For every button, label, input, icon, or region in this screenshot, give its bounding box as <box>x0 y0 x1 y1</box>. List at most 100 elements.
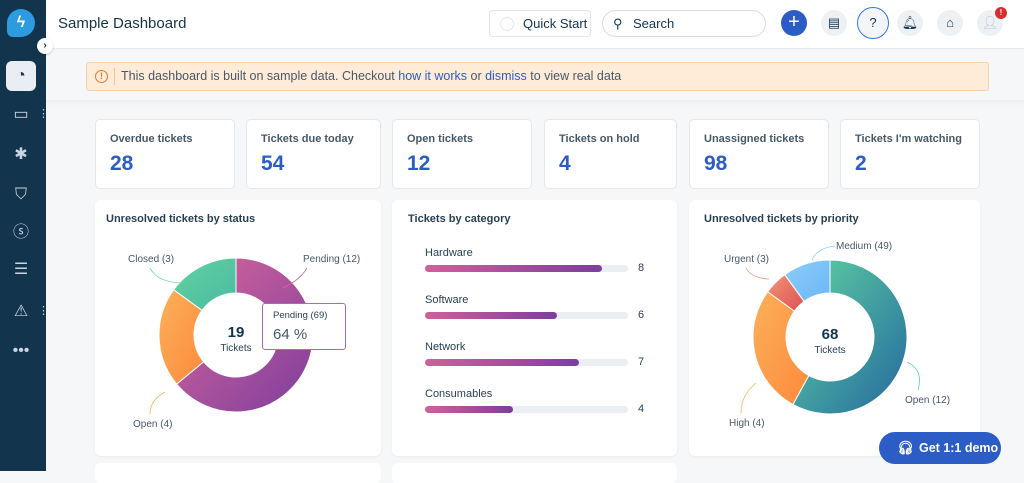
demo-label: Get 1:1 demo <box>919 441 999 455</box>
notifications-bell-icon[interactable]: 🔔︎ <box>897 10 923 36</box>
search-placeholder: Search <box>633 16 675 31</box>
chart-tooltip: Pending (69) 64 % <box>262 303 346 350</box>
stat-card-open[interactable]: Open tickets 12 <box>392 119 532 189</box>
warning-more-icon[interactable]: ⋮ <box>38 305 49 317</box>
chart-title: Unresolved tickets by priority <box>704 213 859 225</box>
stat-label: Overdue tickets <box>110 133 193 145</box>
freshdesk-logo-icon[interactable]: ϟ <box>7 9 35 37</box>
stat-value: 2 <box>855 152 867 175</box>
bug-icon[interactable]: ✱ <box>14 146 28 163</box>
dashboard-gauge-icon[interactable]: ◔ <box>6 61 36 91</box>
bar-track[interactable] <box>425 359 628 366</box>
category-chart-card: Tickets by category Hardware 8 Software 6… <box>392 200 677 456</box>
bar-value: 8 <box>638 262 645 274</box>
priority-chart-card: Unresolved tickets by priority Open (12)… <box>689 200 980 456</box>
sidebar: ϟ ◔ ▭ ⋮ ✱ ⛉ ⓢ ☰ ⚠ ⋮ ••• <box>0 0 49 471</box>
add-new-button[interactable]: + <box>781 10 807 36</box>
chart-title: Unresolved tickets by status <box>106 213 256 225</box>
stat-card-overdue[interactable]: Overdue tickets 28 <box>95 119 235 189</box>
segment-label: Open (12) <box>905 395 950 406</box>
stat-label: Tickets on hold <box>559 133 640 145</box>
donut-segment[interactable] <box>752 291 810 406</box>
tickets-icon[interactable]: ▭ <box>13 106 29 123</box>
tooltip-title: Pending (69) <box>273 310 328 321</box>
label-leader-line <box>149 267 182 284</box>
search-icon: ⚲ <box>613 16 623 31</box>
segment-label: Pending (12) <box>303 254 360 265</box>
chart-title: Tickets by category <box>408 213 511 225</box>
label-leader-line <box>745 267 770 280</box>
bar-fill <box>425 312 558 319</box>
bar-value: 4 <box>638 403 645 415</box>
center-label: Tickets <box>220 343 251 354</box>
stat-card-on-hold[interactable]: Tickets on hold 4 <box>544 119 677 189</box>
priority-donut-chart: Open (12) High (4) Urgent (3) Medium (49) 68… <box>724 241 950 429</box>
bar-track[interactable] <box>425 312 628 319</box>
stat-label: Tickets due today <box>261 133 354 145</box>
label-leader-line <box>740 382 757 414</box>
automation-bolt-icon[interactable]: ⓢ <box>12 224 29 241</box>
label-leader-line <box>149 391 166 415</box>
stat-label: Open tickets <box>407 133 474 145</box>
alert-badge: ! <box>995 7 1007 19</box>
label-leader-line <box>906 361 920 391</box>
stat-value: 98 <box>704 152 728 175</box>
status-donut-chart: Pending (12) Open (4) Closed (3) 19 Tickets <box>128 254 360 430</box>
stat-value: 12 <box>407 152 431 175</box>
donut-segment[interactable] <box>173 257 237 312</box>
quick-start-button[interactable]: Quick Start <box>489 10 591 37</box>
stat-card-due-today[interactable]: Tickets due today 54 <box>246 119 381 189</box>
stat-card-unassigned[interactable]: Unassigned tickets 98 <box>689 119 829 189</box>
center-value: 19 <box>228 324 245 341</box>
donut-segment[interactable] <box>784 259 831 303</box>
more-icon[interactable]: ••• <box>12 342 30 359</box>
help-icon[interactable]: ? <box>857 7 889 39</box>
marketplace-store-icon[interactable]: ⌂ <box>937 10 963 36</box>
label-leader-line <box>282 267 308 289</box>
donut-segment[interactable] <box>792 259 908 415</box>
dismiss-link[interactable]: dismiss <box>485 69 527 83</box>
stat-value: 4 <box>559 152 571 175</box>
bar-fill <box>425 359 580 366</box>
bar-track[interactable] <box>425 265 628 272</box>
profile-avatar[interactable]: 👤︎! <box>977 7 1007 36</box>
segment-label: High (4) <box>729 418 765 429</box>
shield-icon[interactable]: ⛉ <box>14 186 27 203</box>
banner-text: This dashboard is built on sample data. … <box>121 69 399 83</box>
header: Sample Dashboard Quick Start ⚲ Search + ▤… <box>46 0 1024 49</box>
quick-start-label: Quick Start <box>523 16 588 31</box>
banner-text-mid: or <box>467 69 486 83</box>
stat-label: Tickets I'm watching <box>855 133 962 145</box>
bar-value: 7 <box>638 356 645 368</box>
label-leader-line <box>811 245 836 261</box>
bar-value: 6 <box>638 309 645 321</box>
bar-label: Hardware <box>425 247 473 259</box>
warning-icon: ! <box>95 70 108 83</box>
search-input[interactable]: ⚲ Search <box>602 10 766 37</box>
checklist-icon[interactable]: ☰ <box>13 261 29 278</box>
bar-track[interactable] <box>425 406 628 413</box>
bar-fill <box>425 406 514 413</box>
expand-sidebar-button[interactable]: › <box>37 38 53 54</box>
how-it-works-link[interactable]: how it works <box>398 69 468 83</box>
bar-label: Network <box>425 341 466 353</box>
stat-label: Unassigned tickets <box>704 133 805 145</box>
stat-value: 28 <box>110 152 134 175</box>
bar-label: Consumables <box>425 388 493 400</box>
get-demo-button[interactable]: 🎧︎ Get 1:1 demo <box>879 432 1001 464</box>
sample-data-banner: ! This dashboard is built on sample data… <box>86 62 989 91</box>
contacts-icon[interactable]: ▤ <box>821 10 847 36</box>
page-title: Sample Dashboard <box>58 15 187 32</box>
center-label: Tickets <box>814 345 845 356</box>
headset-icon: 🎧︎ <box>897 440 914 455</box>
tooltip-value: 64 % <box>273 326 308 343</box>
tickets-more-icon[interactable]: ⋮ <box>38 108 49 120</box>
segment-label: Closed (3) <box>128 254 174 265</box>
banner-text-end: to view real data <box>526 69 622 83</box>
bar-label: Software <box>425 294 469 306</box>
center-value: 68 <box>822 326 839 343</box>
segment-label: Medium (49) <box>836 241 892 252</box>
warning-icon[interactable]: ⚠ <box>13 303 29 320</box>
bar-fill <box>425 265 602 272</box>
stat-card-watching[interactable]: Tickets I'm watching 2 <box>840 119 980 189</box>
